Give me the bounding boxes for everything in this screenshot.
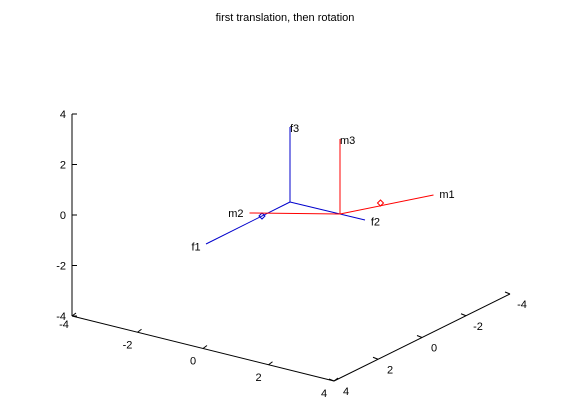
x-tick-label: 4 xyxy=(321,388,327,400)
frame-fixed: f1 f2 f3 xyxy=(191,123,380,254)
axis-line-m2 xyxy=(249,212,341,215)
z-tick-label: -4 xyxy=(56,311,66,323)
y-tick-label: 4 xyxy=(343,386,349,398)
x-tick-mark xyxy=(202,345,208,349)
axis-line-f2 xyxy=(289,201,366,221)
z-tick-label: 2 xyxy=(60,160,66,172)
y-tick-label: -4 xyxy=(517,299,527,311)
axis-label-m2: m2 xyxy=(228,208,243,220)
axis-label-m1: m1 xyxy=(439,189,454,201)
marker-fixed xyxy=(258,212,266,220)
axis-label-f1: f1 xyxy=(191,242,200,254)
x-tick-label: 2 xyxy=(255,372,261,384)
x-tick-mark xyxy=(268,361,273,366)
x-tick-label: -2 xyxy=(123,339,133,351)
axis-line-m1 xyxy=(339,194,434,215)
axis-label-f3: f3 xyxy=(290,123,299,135)
y-tick-mark xyxy=(372,356,379,360)
x-tick-label: 0 xyxy=(190,356,196,368)
z-tick-label: 0 xyxy=(60,210,66,222)
y-tick-mark xyxy=(328,378,335,382)
x-tick-label: -4 xyxy=(59,319,69,331)
axes-box xyxy=(71,114,511,382)
z-tick-label: -2 xyxy=(56,261,66,273)
axis-line-f1 xyxy=(205,201,291,245)
y-tick-label: -2 xyxy=(473,321,483,333)
marker-moving xyxy=(376,199,385,207)
frame-moving: m1 m2 m3 xyxy=(228,135,454,220)
y-tick-mark xyxy=(504,291,511,295)
y-tick-mark xyxy=(460,313,467,317)
x-tick-mark xyxy=(71,312,77,317)
x-tick-mark xyxy=(137,328,142,333)
y-tick-label: 0 xyxy=(431,343,437,355)
z-tick-label: 4 xyxy=(60,109,66,121)
y-tick-mark xyxy=(416,335,423,338)
frames-group: f1 f2 f3 m1 m2 m3 xyxy=(191,123,454,254)
axis-label-f2: f2 xyxy=(371,216,380,228)
x-tick-mark xyxy=(333,377,339,382)
chart-title: first translation, then rotation xyxy=(216,12,355,24)
axis-label-m3: m3 xyxy=(340,135,355,147)
y-tick-label: 2 xyxy=(387,364,393,376)
tick-group: -4 -2 0 2 4 -4 -2 0 2 4 -4 -2 0 2 4 xyxy=(56,109,527,400)
